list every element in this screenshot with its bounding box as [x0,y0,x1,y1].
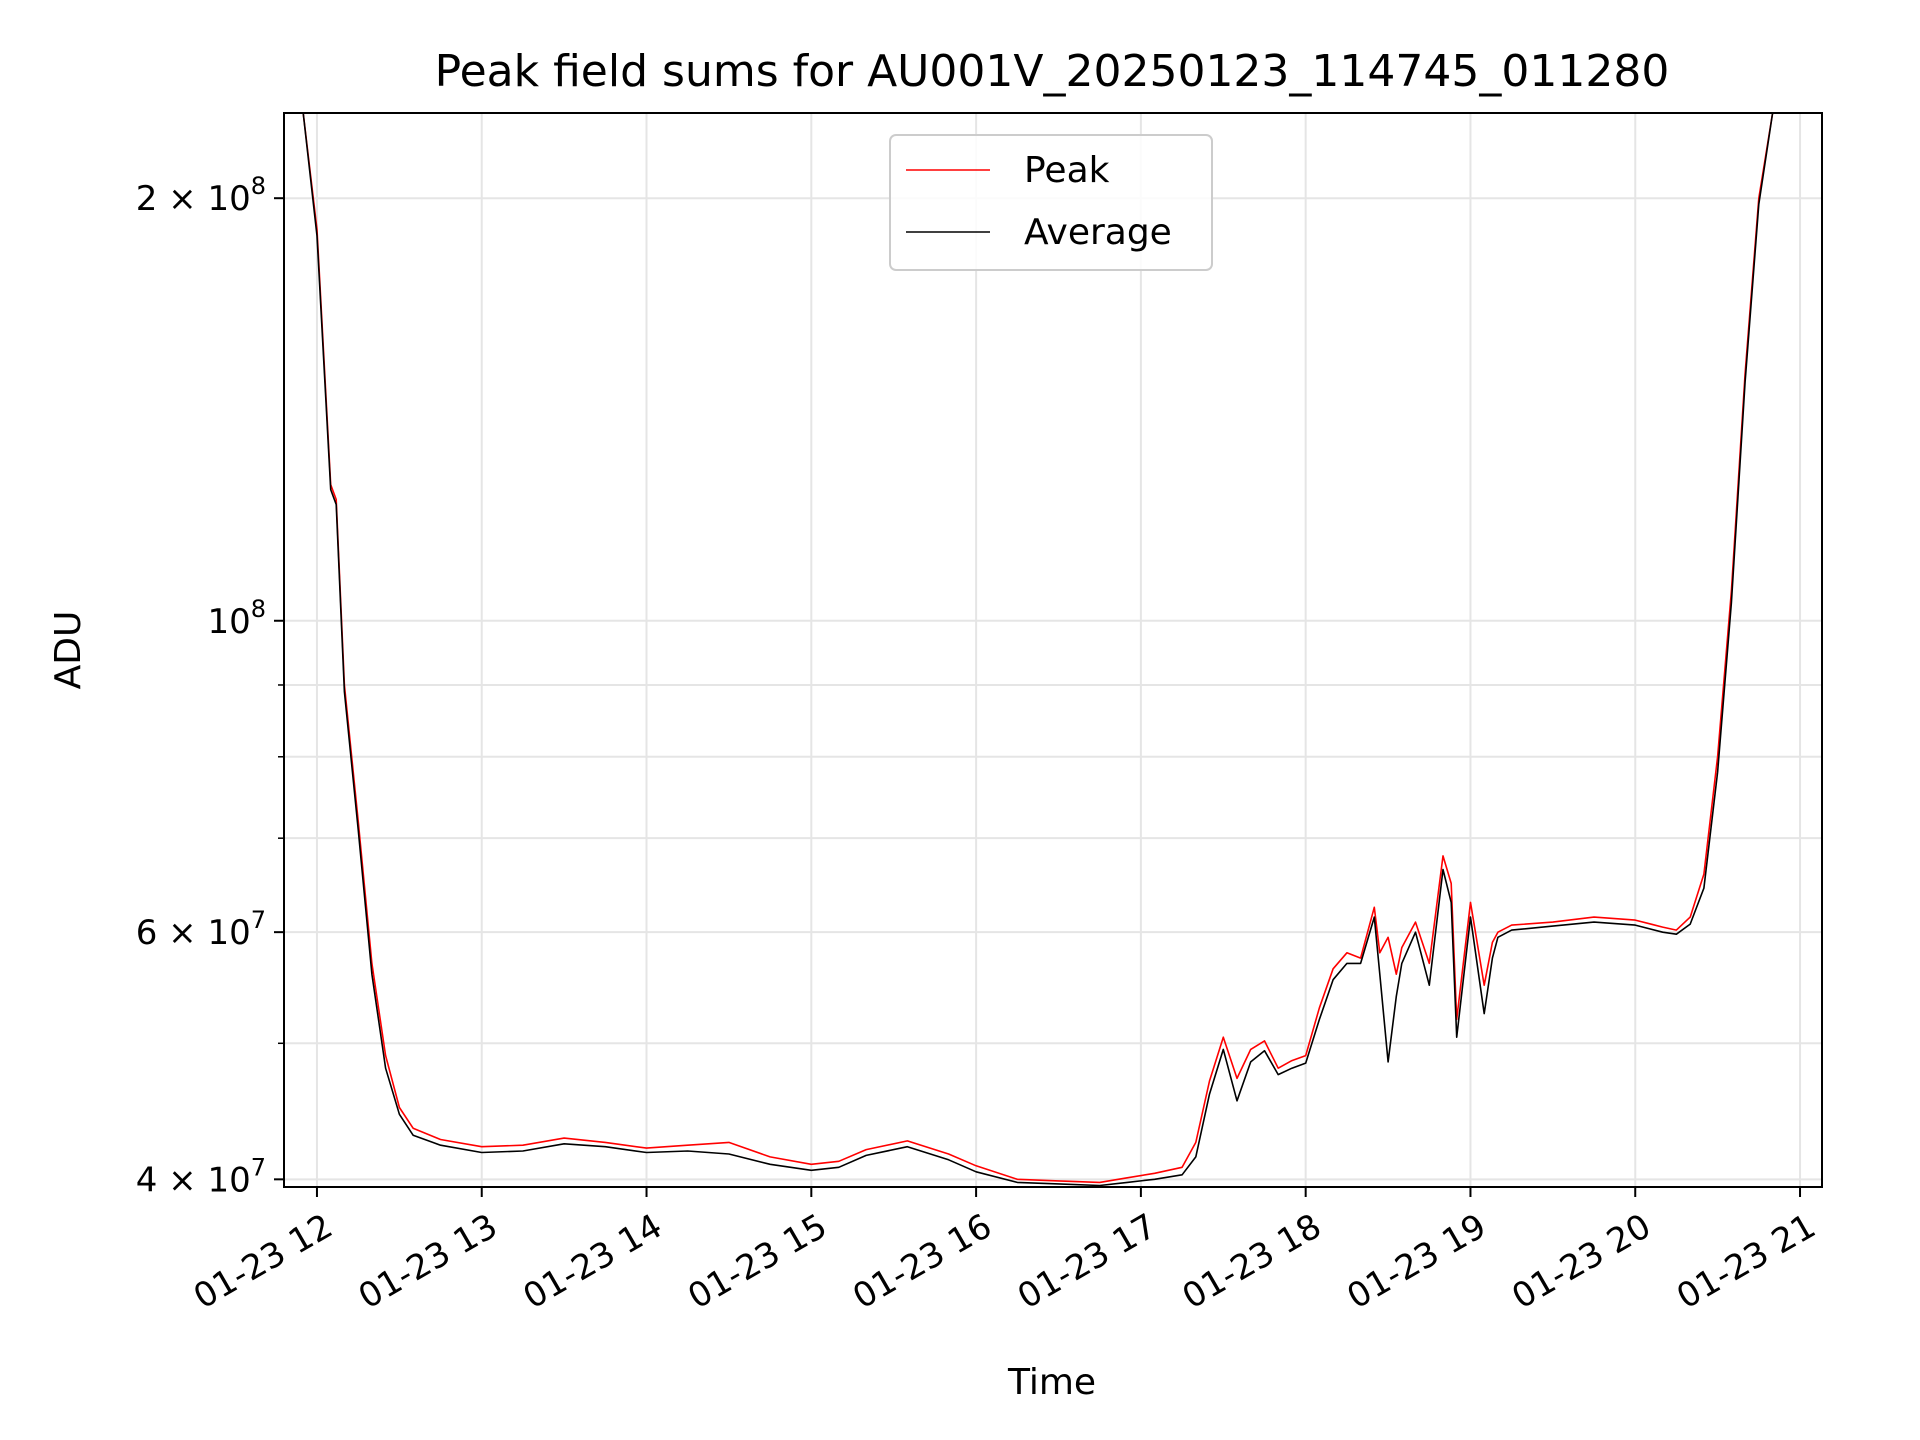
x-axis: 01-23 12 01-23 13 01-23 14 01-23 15 01-23 16… [187,1187,1823,1317]
x-tick-label: 01-23 12 [187,1206,339,1317]
x-tick-label: 01-23 13 [352,1206,504,1317]
y-tick-label: 2 × 108 [136,172,266,219]
x-tick-label: 01-23 17 [1011,1206,1163,1317]
x-tick-label: 01-23 16 [846,1206,998,1317]
x-tick-label: 01-23 15 [681,1206,833,1317]
plot-frame [283,112,1823,1188]
grid-lines [284,113,1822,1187]
x-axis-title: Time [1007,1362,1096,1403]
y-tick-label: 4 × 107 [136,1153,266,1200]
x-tick-label: 01-23 19 [1341,1206,1493,1317]
y-axis: 2 × 108 108 6 × 107 4 × 107 [136,172,284,1200]
x-tick-label: 01-23 21 [1670,1206,1822,1317]
legend-box [889,134,1213,271]
series-layer [284,113,1781,1187]
y-tick-label: 6 × 107 [136,906,266,953]
y-axis-title: ADU [48,611,89,690]
legend-label-peak: Peak [1024,150,1110,191]
y-tick-label: 108 [207,595,266,642]
series-line-average [284,113,1781,1187]
chart-title: Peak field sums for AU001V_20250123_1147… [435,46,1670,97]
series-line-peak [284,113,1781,1184]
legend-label-average: Average [1024,212,1172,253]
legend: Peak Average [889,134,1213,271]
x-tick-label: 01-23 18 [1176,1206,1328,1317]
x-tick-label: 01-23 14 [517,1206,669,1317]
x-tick-label: 01-23 20 [1505,1206,1657,1317]
